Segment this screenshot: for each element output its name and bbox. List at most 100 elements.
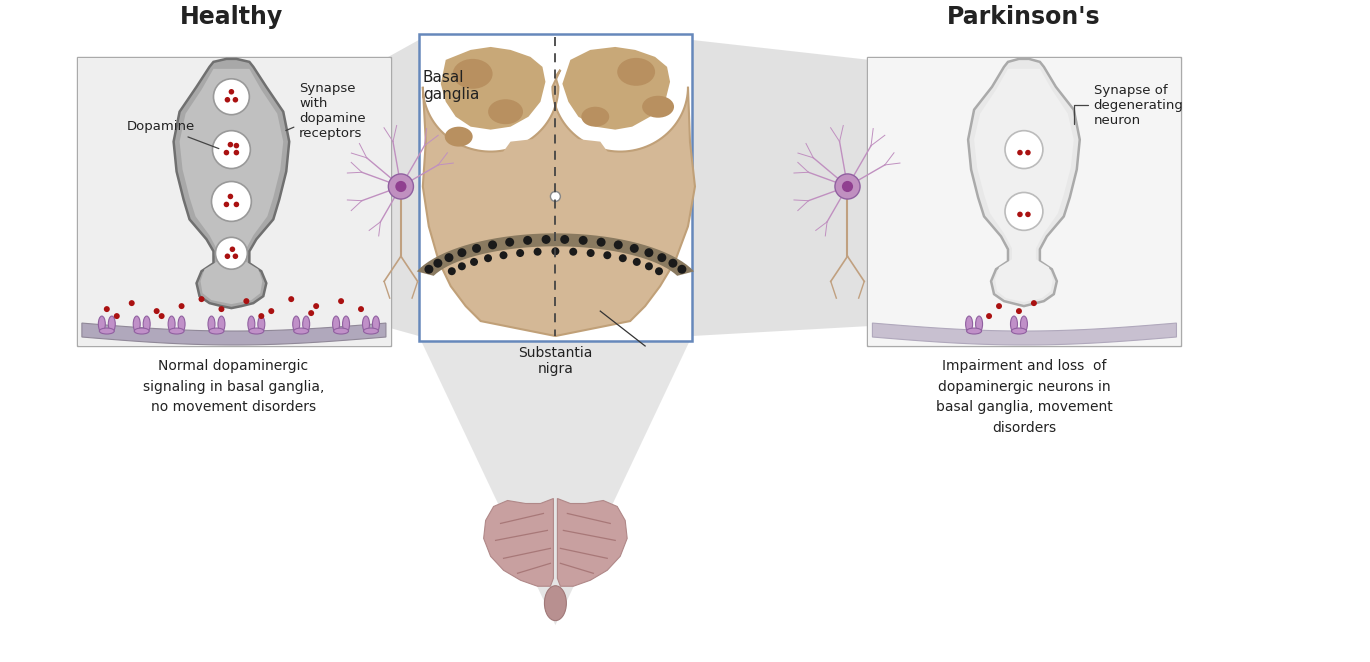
Ellipse shape xyxy=(303,316,310,332)
Ellipse shape xyxy=(1011,328,1026,334)
Polygon shape xyxy=(423,70,695,336)
Circle shape xyxy=(533,248,541,256)
Circle shape xyxy=(500,252,507,260)
Circle shape xyxy=(448,267,456,275)
Circle shape xyxy=(178,303,185,309)
Circle shape xyxy=(658,253,666,262)
Circle shape xyxy=(551,191,560,201)
Text: Dopamine: Dopamine xyxy=(127,120,219,148)
Text: Synapse of
degenerating
neuron: Synapse of degenerating neuron xyxy=(1074,84,1184,127)
Polygon shape xyxy=(969,59,1080,306)
Circle shape xyxy=(234,150,240,156)
Circle shape xyxy=(1030,300,1037,306)
Polygon shape xyxy=(419,336,692,625)
Circle shape xyxy=(314,303,319,309)
Circle shape xyxy=(212,130,251,169)
Ellipse shape xyxy=(363,316,370,332)
Circle shape xyxy=(473,244,481,253)
Circle shape xyxy=(834,174,860,199)
Ellipse shape xyxy=(334,328,348,334)
Ellipse shape xyxy=(178,316,185,332)
Circle shape xyxy=(433,259,443,267)
Polygon shape xyxy=(558,498,627,587)
Circle shape xyxy=(425,265,433,273)
Circle shape xyxy=(669,259,677,267)
Polygon shape xyxy=(562,47,670,130)
Polygon shape xyxy=(416,234,695,276)
Circle shape xyxy=(578,236,588,245)
Ellipse shape xyxy=(581,107,610,126)
Ellipse shape xyxy=(373,316,379,332)
Ellipse shape xyxy=(488,99,523,124)
Ellipse shape xyxy=(133,316,140,332)
Circle shape xyxy=(516,249,525,257)
Circle shape xyxy=(1017,212,1023,217)
Circle shape xyxy=(996,303,1001,309)
Polygon shape xyxy=(489,136,622,279)
Circle shape xyxy=(230,246,236,252)
Circle shape xyxy=(214,79,249,115)
Polygon shape xyxy=(179,69,284,304)
Circle shape xyxy=(523,236,532,245)
Circle shape xyxy=(269,308,274,314)
Circle shape xyxy=(570,248,577,256)
Ellipse shape xyxy=(208,316,215,332)
Circle shape xyxy=(259,313,264,319)
Circle shape xyxy=(470,258,478,266)
Circle shape xyxy=(114,313,119,319)
Ellipse shape xyxy=(100,328,114,334)
Text: Healthy: Healthy xyxy=(179,5,284,29)
Polygon shape xyxy=(174,59,289,308)
Circle shape xyxy=(1006,130,1043,169)
Ellipse shape xyxy=(643,96,674,118)
Circle shape xyxy=(1025,212,1030,217)
Circle shape xyxy=(153,308,160,314)
Ellipse shape xyxy=(99,316,105,332)
Ellipse shape xyxy=(445,126,473,146)
Circle shape xyxy=(159,313,164,319)
Circle shape xyxy=(244,298,249,304)
Circle shape xyxy=(1017,308,1022,314)
Circle shape xyxy=(223,202,229,207)
Circle shape xyxy=(586,249,595,257)
Circle shape xyxy=(488,240,497,250)
Circle shape xyxy=(338,298,344,304)
Ellipse shape xyxy=(169,316,175,332)
Ellipse shape xyxy=(293,328,308,334)
Polygon shape xyxy=(441,47,545,130)
Circle shape xyxy=(596,238,606,247)
Text: Synapse
with
dopamine
receptors: Synapse with dopamine receptors xyxy=(286,82,366,140)
Circle shape xyxy=(560,235,569,244)
Ellipse shape xyxy=(966,316,973,332)
Circle shape xyxy=(234,202,240,207)
Circle shape xyxy=(541,235,551,244)
Text: Normal dopaminergic
signaling in basal ganglia,
no movement disorders: Normal dopaminergic signaling in basal g… xyxy=(142,359,325,414)
Circle shape xyxy=(843,181,854,192)
Circle shape xyxy=(358,306,364,312)
Circle shape xyxy=(234,143,240,148)
Ellipse shape xyxy=(144,316,151,332)
Circle shape xyxy=(227,194,233,199)
Circle shape xyxy=(655,267,663,275)
Circle shape xyxy=(603,252,611,260)
Ellipse shape xyxy=(210,328,223,334)
Circle shape xyxy=(233,254,238,259)
Circle shape xyxy=(218,306,225,312)
Circle shape xyxy=(129,300,134,306)
Circle shape xyxy=(288,296,295,302)
Circle shape xyxy=(388,174,414,199)
Circle shape xyxy=(551,248,559,256)
Ellipse shape xyxy=(1021,316,1028,332)
Ellipse shape xyxy=(342,316,349,332)
Ellipse shape xyxy=(452,59,493,89)
Circle shape xyxy=(233,97,238,103)
Ellipse shape xyxy=(544,586,566,621)
Ellipse shape xyxy=(363,328,378,334)
Polygon shape xyxy=(82,323,386,345)
Polygon shape xyxy=(692,40,870,336)
FancyBboxPatch shape xyxy=(419,34,692,341)
Circle shape xyxy=(215,237,248,269)
Circle shape xyxy=(644,248,653,257)
Circle shape xyxy=(1006,193,1043,230)
Text: Impairment and loss  of
dopaminergic neurons in
basal ganglia, movement
disorder: Impairment and loss of dopaminergic neur… xyxy=(936,359,1112,435)
